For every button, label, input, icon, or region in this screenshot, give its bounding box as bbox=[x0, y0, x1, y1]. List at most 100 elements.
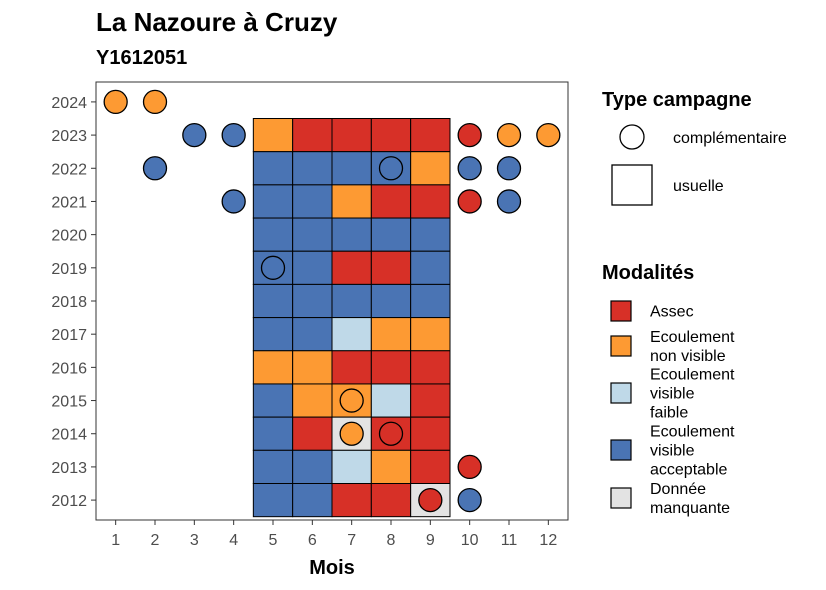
x-tick-label-12: 12 bbox=[539, 532, 557, 549]
tile-2015-8 bbox=[370, 383, 412, 418]
legend-swatch-acceptable bbox=[610, 439, 632, 461]
tile-2018-5 bbox=[252, 283, 294, 319]
tile-2016-7 bbox=[331, 350, 372, 385]
point-2019-5 bbox=[260, 255, 286, 280]
tile-2021-6 bbox=[292, 184, 333, 219]
tile-2018-8 bbox=[370, 283, 412, 319]
point-2023-10 bbox=[457, 122, 482, 148]
tile-2019-6 bbox=[292, 250, 333, 285]
tile-2020-7 bbox=[331, 217, 372, 252]
legend-type-campagne: Type campagne complémentaire usuelle bbox=[602, 89, 787, 206]
legend-label-acceptable: Ecoulement bbox=[650, 424, 735, 441]
tile-2020-5 bbox=[252, 217, 294, 252]
legend-label-faible: visible bbox=[650, 386, 695, 403]
y-tick-label-2019: 2019 bbox=[51, 261, 87, 278]
legend-swatch-manquante bbox=[610, 487, 632, 509]
x-tick-label-3: 3 bbox=[190, 532, 199, 549]
y-tick-label-2014: 2014 bbox=[51, 427, 87, 444]
point-2022-10 bbox=[457, 156, 482, 181]
point-2021-10 bbox=[457, 189, 482, 214]
tile-2022-5 bbox=[252, 151, 294, 186]
y-tick-label-2018: 2018 bbox=[51, 294, 87, 311]
tile-2022-9 bbox=[410, 151, 451, 186]
tile-2022-7 bbox=[331, 151, 372, 186]
point-2023-12 bbox=[536, 122, 561, 148]
tile-2023-8 bbox=[370, 118, 412, 153]
y-tick-label-2012: 2012 bbox=[51, 493, 87, 510]
point-2012-10 bbox=[457, 487, 482, 513]
tile-2020-6 bbox=[292, 217, 333, 252]
tile-2018-7 bbox=[331, 283, 372, 319]
tile-2020-8 bbox=[370, 217, 412, 252]
tile-2017-5 bbox=[252, 317, 294, 352]
point-2022-2 bbox=[142, 156, 168, 181]
y-tick-label-2021: 2021 bbox=[51, 194, 87, 211]
tile-2023-6 bbox=[292, 118, 333, 153]
tile-2013-7 bbox=[331, 449, 372, 484]
plot-area bbox=[103, 89, 561, 518]
tile-2013-5 bbox=[252, 449, 294, 484]
point-2015-7 bbox=[339, 388, 364, 413]
tile-2015-6 bbox=[292, 383, 333, 418]
tile-2016-9 bbox=[410, 350, 451, 385]
tile-2021-8 bbox=[370, 184, 412, 219]
tile-2022-6 bbox=[292, 151, 333, 186]
legend-label-acceptable: visible bbox=[650, 443, 695, 460]
point-2021-4 bbox=[221, 189, 246, 214]
x-axis: 1 2 3 4 5 6 7 8 9 10 11 12 bbox=[111, 520, 557, 549]
legend-label-assec: Assec bbox=[650, 304, 694, 321]
x-axis-title: Mois bbox=[309, 557, 355, 579]
tile-2021-7 bbox=[331, 184, 372, 219]
chart-title: La Nazoure à Cruzy bbox=[96, 7, 338, 37]
legend-label-acceptable: acceptable bbox=[650, 462, 727, 479]
legend-type-label-usuelle: usuelle bbox=[673, 178, 724, 195]
x-tick-label-4: 4 bbox=[229, 532, 238, 549]
x-tick-label-1: 1 bbox=[111, 532, 120, 549]
x-tick-label-10: 10 bbox=[461, 532, 479, 549]
tile-2012-5 bbox=[252, 483, 294, 518]
point-2024-1 bbox=[103, 89, 128, 115]
tile-2017-6 bbox=[292, 317, 333, 352]
legend-label-faible: Ecoulement bbox=[650, 367, 735, 384]
tile-2013-6 bbox=[292, 449, 333, 484]
legend-label-non_visible: Ecoulement bbox=[650, 329, 735, 346]
tile-2012-6 bbox=[292, 483, 333, 518]
tile-2019-8 bbox=[370, 250, 412, 285]
tile-2017-7 bbox=[331, 317, 372, 352]
tile-2023-7 bbox=[331, 118, 372, 153]
tile-2023-9 bbox=[410, 118, 451, 153]
legend-square-symbol bbox=[611, 164, 653, 206]
tile-2012-8 bbox=[370, 483, 412, 518]
legend-circle-symbol bbox=[619, 124, 645, 150]
x-tick-label-7: 7 bbox=[347, 532, 356, 549]
y-tick-label-2013: 2013 bbox=[51, 460, 87, 477]
y-tick-label-2016: 2016 bbox=[51, 360, 87, 377]
y-tick-label-2020: 2020 bbox=[51, 228, 87, 245]
x-tick-label-6: 6 bbox=[308, 532, 317, 549]
tile-2018-6 bbox=[292, 283, 333, 319]
tile-2018-9 bbox=[410, 283, 451, 319]
tile-2014-6 bbox=[292, 416, 333, 451]
tile-2015-5 bbox=[252, 383, 294, 418]
legend-type-title: Type campagne bbox=[602, 89, 752, 111]
y-axis: 2012 2013 2014 2015 2016 2017 2018 2019 2020 2021… bbox=[51, 95, 96, 510]
legend-swatch-faible bbox=[610, 382, 632, 404]
chart-subtitle: Y1612051 bbox=[96, 47, 187, 69]
tile-2017-8 bbox=[370, 317, 412, 352]
tile-2012-7 bbox=[331, 483, 372, 518]
point-2022-11 bbox=[496, 156, 522, 181]
tile-2020-9 bbox=[410, 217, 451, 252]
tile-2016-8 bbox=[370, 350, 412, 385]
tile-2019-7 bbox=[331, 250, 372, 285]
legend-label-manquante: manquante bbox=[650, 500, 730, 517]
tile-2019-9 bbox=[410, 250, 451, 285]
y-tick-label-2023: 2023 bbox=[51, 128, 87, 145]
point-2023-3 bbox=[182, 122, 207, 148]
tile-2016-6 bbox=[292, 350, 333, 385]
tile-2021-5 bbox=[252, 184, 294, 219]
y-tick-label-2024: 2024 bbox=[51, 95, 87, 112]
legend-type-label-complementaire: complémentaire bbox=[673, 130, 787, 147]
tile-2016-5 bbox=[252, 350, 294, 385]
tile-2015-9 bbox=[410, 383, 451, 418]
